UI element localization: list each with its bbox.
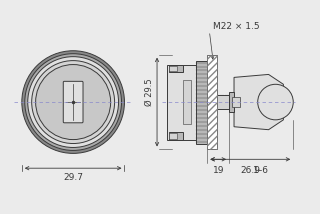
Bar xyxy=(232,97,240,107)
Text: 26.9: 26.9 xyxy=(240,166,260,175)
Text: 1–6: 1–6 xyxy=(253,166,269,175)
Circle shape xyxy=(22,51,124,153)
Circle shape xyxy=(32,61,115,144)
Circle shape xyxy=(25,54,122,150)
Bar xyxy=(217,95,229,109)
FancyBboxPatch shape xyxy=(63,81,83,123)
Text: M22 × 1.5: M22 × 1.5 xyxy=(213,22,260,31)
Bar xyxy=(169,65,183,73)
Circle shape xyxy=(36,65,111,140)
Bar xyxy=(229,92,234,112)
Bar xyxy=(169,132,183,140)
Bar xyxy=(167,65,207,140)
Polygon shape xyxy=(234,74,284,130)
Circle shape xyxy=(258,84,293,120)
Text: 19: 19 xyxy=(212,166,224,175)
Bar xyxy=(207,55,217,149)
Text: 29.7: 29.7 xyxy=(63,173,83,182)
Text: Ø 29.5: Ø 29.5 xyxy=(145,78,154,106)
Bar xyxy=(207,55,217,149)
Bar xyxy=(196,61,207,144)
Bar xyxy=(183,80,191,124)
Bar xyxy=(169,65,177,71)
Circle shape xyxy=(28,57,118,147)
Bar xyxy=(169,133,177,139)
